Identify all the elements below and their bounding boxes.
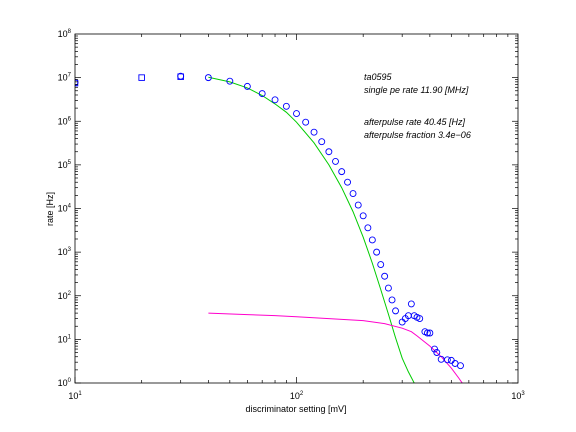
y-tick-label: 105 xyxy=(58,160,72,170)
circle-point-26 xyxy=(388,296,396,304)
annotation-id: ta0595 xyxy=(364,72,393,82)
x-tick-label: 102 xyxy=(290,391,304,401)
x-tick-label: 103 xyxy=(511,391,525,401)
y-axis: 100 101 102 103 104 105 106 107 108 xyxy=(58,29,518,388)
circle-point-44 xyxy=(457,362,464,370)
circle-point-24 xyxy=(381,272,389,280)
circle-point-13 xyxy=(325,148,333,156)
square-point-2 xyxy=(138,74,145,81)
y-tick-label: 108 xyxy=(58,29,72,39)
circle-point-7 xyxy=(271,96,279,104)
circle-point-11 xyxy=(310,128,318,136)
circle-point-37 xyxy=(426,329,434,337)
circle-point-8 xyxy=(282,102,290,110)
circle-point-5 xyxy=(243,82,251,90)
y-tick-label: 102 xyxy=(58,291,72,301)
series-line-3 xyxy=(208,76,415,383)
circle-point-39 xyxy=(433,349,441,356)
y-tick-label: 101 xyxy=(58,334,72,344)
circle-point-17 xyxy=(349,190,357,198)
circle-point-12 xyxy=(318,138,326,146)
y-tick-label: 103 xyxy=(58,247,72,257)
series-line-4 xyxy=(208,312,463,383)
y-tick-label: 100 xyxy=(58,378,72,388)
circle-point-23 xyxy=(377,261,385,268)
annotation-afterpulse-fraction: afterpulse fraction 3.4e−06 xyxy=(364,130,471,140)
circle-point-41 xyxy=(443,356,451,364)
data-layer xyxy=(75,72,464,383)
circle-point-18 xyxy=(354,201,362,209)
circle-point-3 xyxy=(204,74,212,82)
circle-point-14 xyxy=(332,157,339,165)
circle-point-38 xyxy=(431,345,438,353)
y-axis-label: rate [Hz] xyxy=(45,192,55,226)
circle-point-31 xyxy=(407,300,415,308)
circle-point-25 xyxy=(384,284,392,292)
x-axis-label: discriminator setting [mV] xyxy=(245,404,346,414)
circle-point-21 xyxy=(368,236,376,244)
y-tick-label: 104 xyxy=(58,204,72,214)
circle-point-10 xyxy=(302,118,310,126)
circle-point-2 xyxy=(177,72,185,80)
circle-point-6 xyxy=(258,90,266,98)
annotation-single-pe-rate: single pe rate 11.90 [MHz] xyxy=(364,85,469,95)
circle-point-15 xyxy=(338,168,346,176)
circle-point-22 xyxy=(373,248,381,256)
annotation-afterpulse-rate: afterpulse rate 40.45 [Hz] xyxy=(364,117,466,127)
circle-point-16 xyxy=(344,178,351,186)
x-axis: 101 102 103 xyxy=(68,34,525,401)
circle-point-27 xyxy=(392,307,399,315)
circle-point-19 xyxy=(359,212,367,220)
y-tick-label: 107 xyxy=(58,73,72,83)
circle-point-4 xyxy=(226,77,234,85)
x-tick-label: 101 xyxy=(68,391,82,401)
circle-point-9 xyxy=(293,110,300,118)
circle-point-36 xyxy=(423,329,431,337)
circle-point-1 xyxy=(75,78,79,86)
circle-point-20 xyxy=(364,224,372,232)
y-tick-label: 106 xyxy=(58,116,72,126)
circle-point-34 xyxy=(416,315,424,323)
